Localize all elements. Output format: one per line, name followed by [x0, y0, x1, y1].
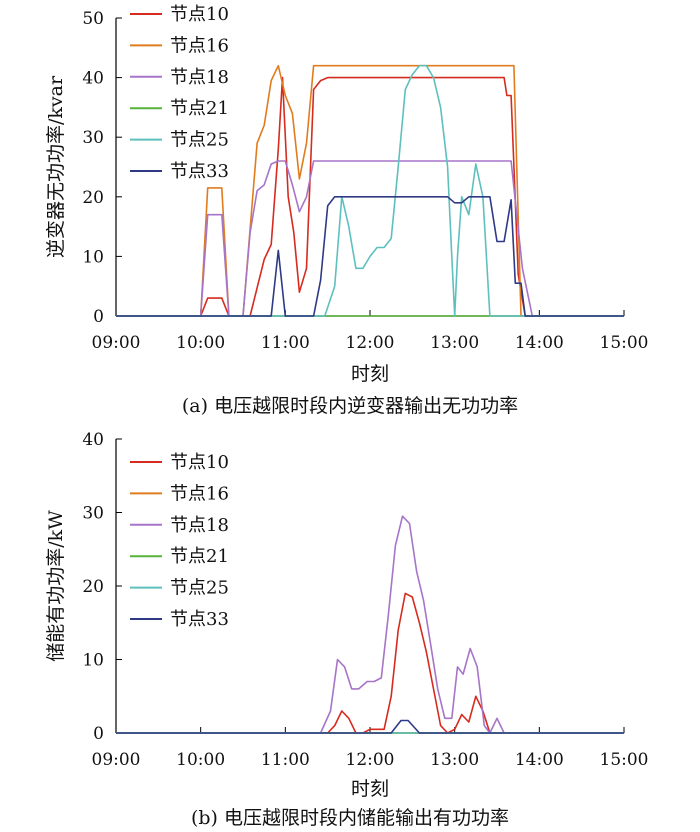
- series-line: [116, 719, 624, 734]
- series-line: [116, 515, 624, 734]
- series-line: [116, 592, 624, 734]
- x-tick-label: 12:00: [346, 750, 395, 770]
- legend-label: 节点18: [170, 515, 229, 536]
- legend-label: 节点16: [170, 35, 229, 56]
- y-tick-label: 0: [93, 307, 104, 327]
- legend-label: 节点33: [170, 161, 229, 182]
- legend-label: 节点25: [170, 130, 229, 151]
- figure-caption: (a) 电压越限时段内逆变器输出无功功率: [182, 395, 518, 417]
- x-tick-label: 14:00: [515, 333, 564, 353]
- y-tick-label: 20: [82, 577, 104, 597]
- x-tick-label: 14:00: [515, 750, 564, 770]
- y-tick-label: 30: [82, 504, 104, 524]
- series-line: [116, 64, 624, 317]
- legend-label: 节点10: [170, 4, 229, 25]
- legend-label: 节点25: [170, 578, 229, 599]
- legend-label: 节点21: [170, 98, 229, 119]
- y-tick-label: 40: [82, 430, 104, 450]
- chart-b: 09:00 10:00 11:00 12:00 13:00 14:00 15:00 0 10 20…: [45, 430, 649, 829]
- x-axis-label: 时刻: [351, 363, 389, 385]
- legend-label: 节点18: [170, 67, 229, 88]
- x-axis-label: 时刻: [351, 778, 389, 800]
- figure-caption: (b) 电压越限时段内储能输出有功功率: [191, 807, 509, 829]
- x-tick-label: 09:00: [92, 750, 141, 770]
- y-tick-label: 10: [82, 247, 104, 267]
- x-tick-label: 13:00: [430, 750, 479, 770]
- y-tick-label: 30: [82, 128, 104, 148]
- y-tick-label: 0: [93, 724, 104, 744]
- series-line: [116, 64, 624, 317]
- y-tick-label: 50: [82, 9, 104, 29]
- x-tick-label: 12:00: [346, 333, 395, 353]
- series-line: [116, 160, 624, 317]
- legend-label: 节点33: [170, 609, 229, 630]
- y-tick-label: 20: [82, 188, 104, 208]
- y-tick-label: 40: [82, 69, 104, 89]
- x-tick-label: 10:00: [176, 333, 225, 353]
- x-tick-label: 15:00: [600, 333, 649, 353]
- chart-a: 09:00 10:00 11:00 12:00 13:00 14:00 15:00 0 10 20…: [45, 4, 649, 417]
- y-axis-label: 逆变器无功功率/kvar: [45, 75, 67, 258]
- y-tick-label: 10: [82, 651, 104, 671]
- y-axis-label: 储能有功功率/kW: [45, 510, 67, 662]
- series-line: [116, 196, 624, 317]
- x-tick-label: 15:00: [600, 750, 649, 770]
- legend-label: 节点21: [170, 546, 229, 567]
- x-tick-label: 09:00: [92, 333, 141, 353]
- legend-label: 节点16: [170, 483, 229, 504]
- x-tick-label: 10:00: [176, 750, 225, 770]
- series-line: [116, 76, 624, 317]
- x-tick-label: 11:00: [261, 750, 310, 770]
- x-tick-label: 13:00: [430, 333, 479, 353]
- x-tick-label: 11:00: [261, 333, 310, 353]
- legend-label: 节点10: [170, 452, 229, 473]
